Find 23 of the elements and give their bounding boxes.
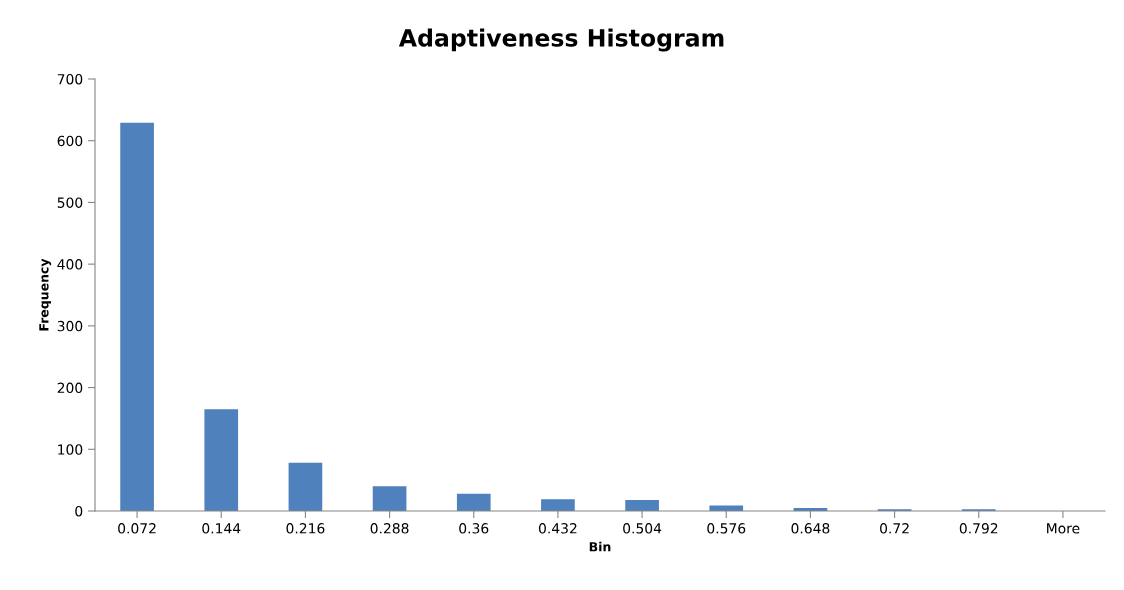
x-tick-label: 0.144: [202, 523, 241, 534]
x-tick-label: 0.72: [880, 523, 909, 534]
y-tick-label: 500: [57, 197, 83, 208]
y-tick-label: 700: [57, 73, 83, 85]
x-tick-label: 0.432: [538, 523, 577, 534]
y-tick-label: 600: [57, 135, 83, 147]
x-tick-label: 0.504: [623, 523, 662, 534]
chart-title: Adaptiveness Histogram: [398, 28, 724, 52]
x-tick-label: 0.576: [707, 523, 746, 534]
y-tick-label: 0: [75, 505, 83, 517]
y-tick-label: 300: [57, 320, 83, 332]
x-tick-label: 0.648: [791, 523, 830, 534]
y-tick-label: 400: [57, 259, 83, 270]
y-axis-title: Frequency: [39, 258, 52, 331]
x-tick-label: More: [1047, 523, 1080, 534]
x-tick-label: 0.072: [118, 523, 156, 534]
x-tick-label: 0.792: [959, 523, 998, 534]
y-tick-label: 100: [58, 444, 83, 455]
y-tick-label: 200: [57, 382, 83, 394]
x-tick-label: 0.36: [459, 523, 489, 534]
x-axis-title: Bin: [589, 541, 611, 552]
x-tick-label: 0.216: [286, 523, 325, 534]
x-tick-label: 0.288: [370, 523, 409, 534]
